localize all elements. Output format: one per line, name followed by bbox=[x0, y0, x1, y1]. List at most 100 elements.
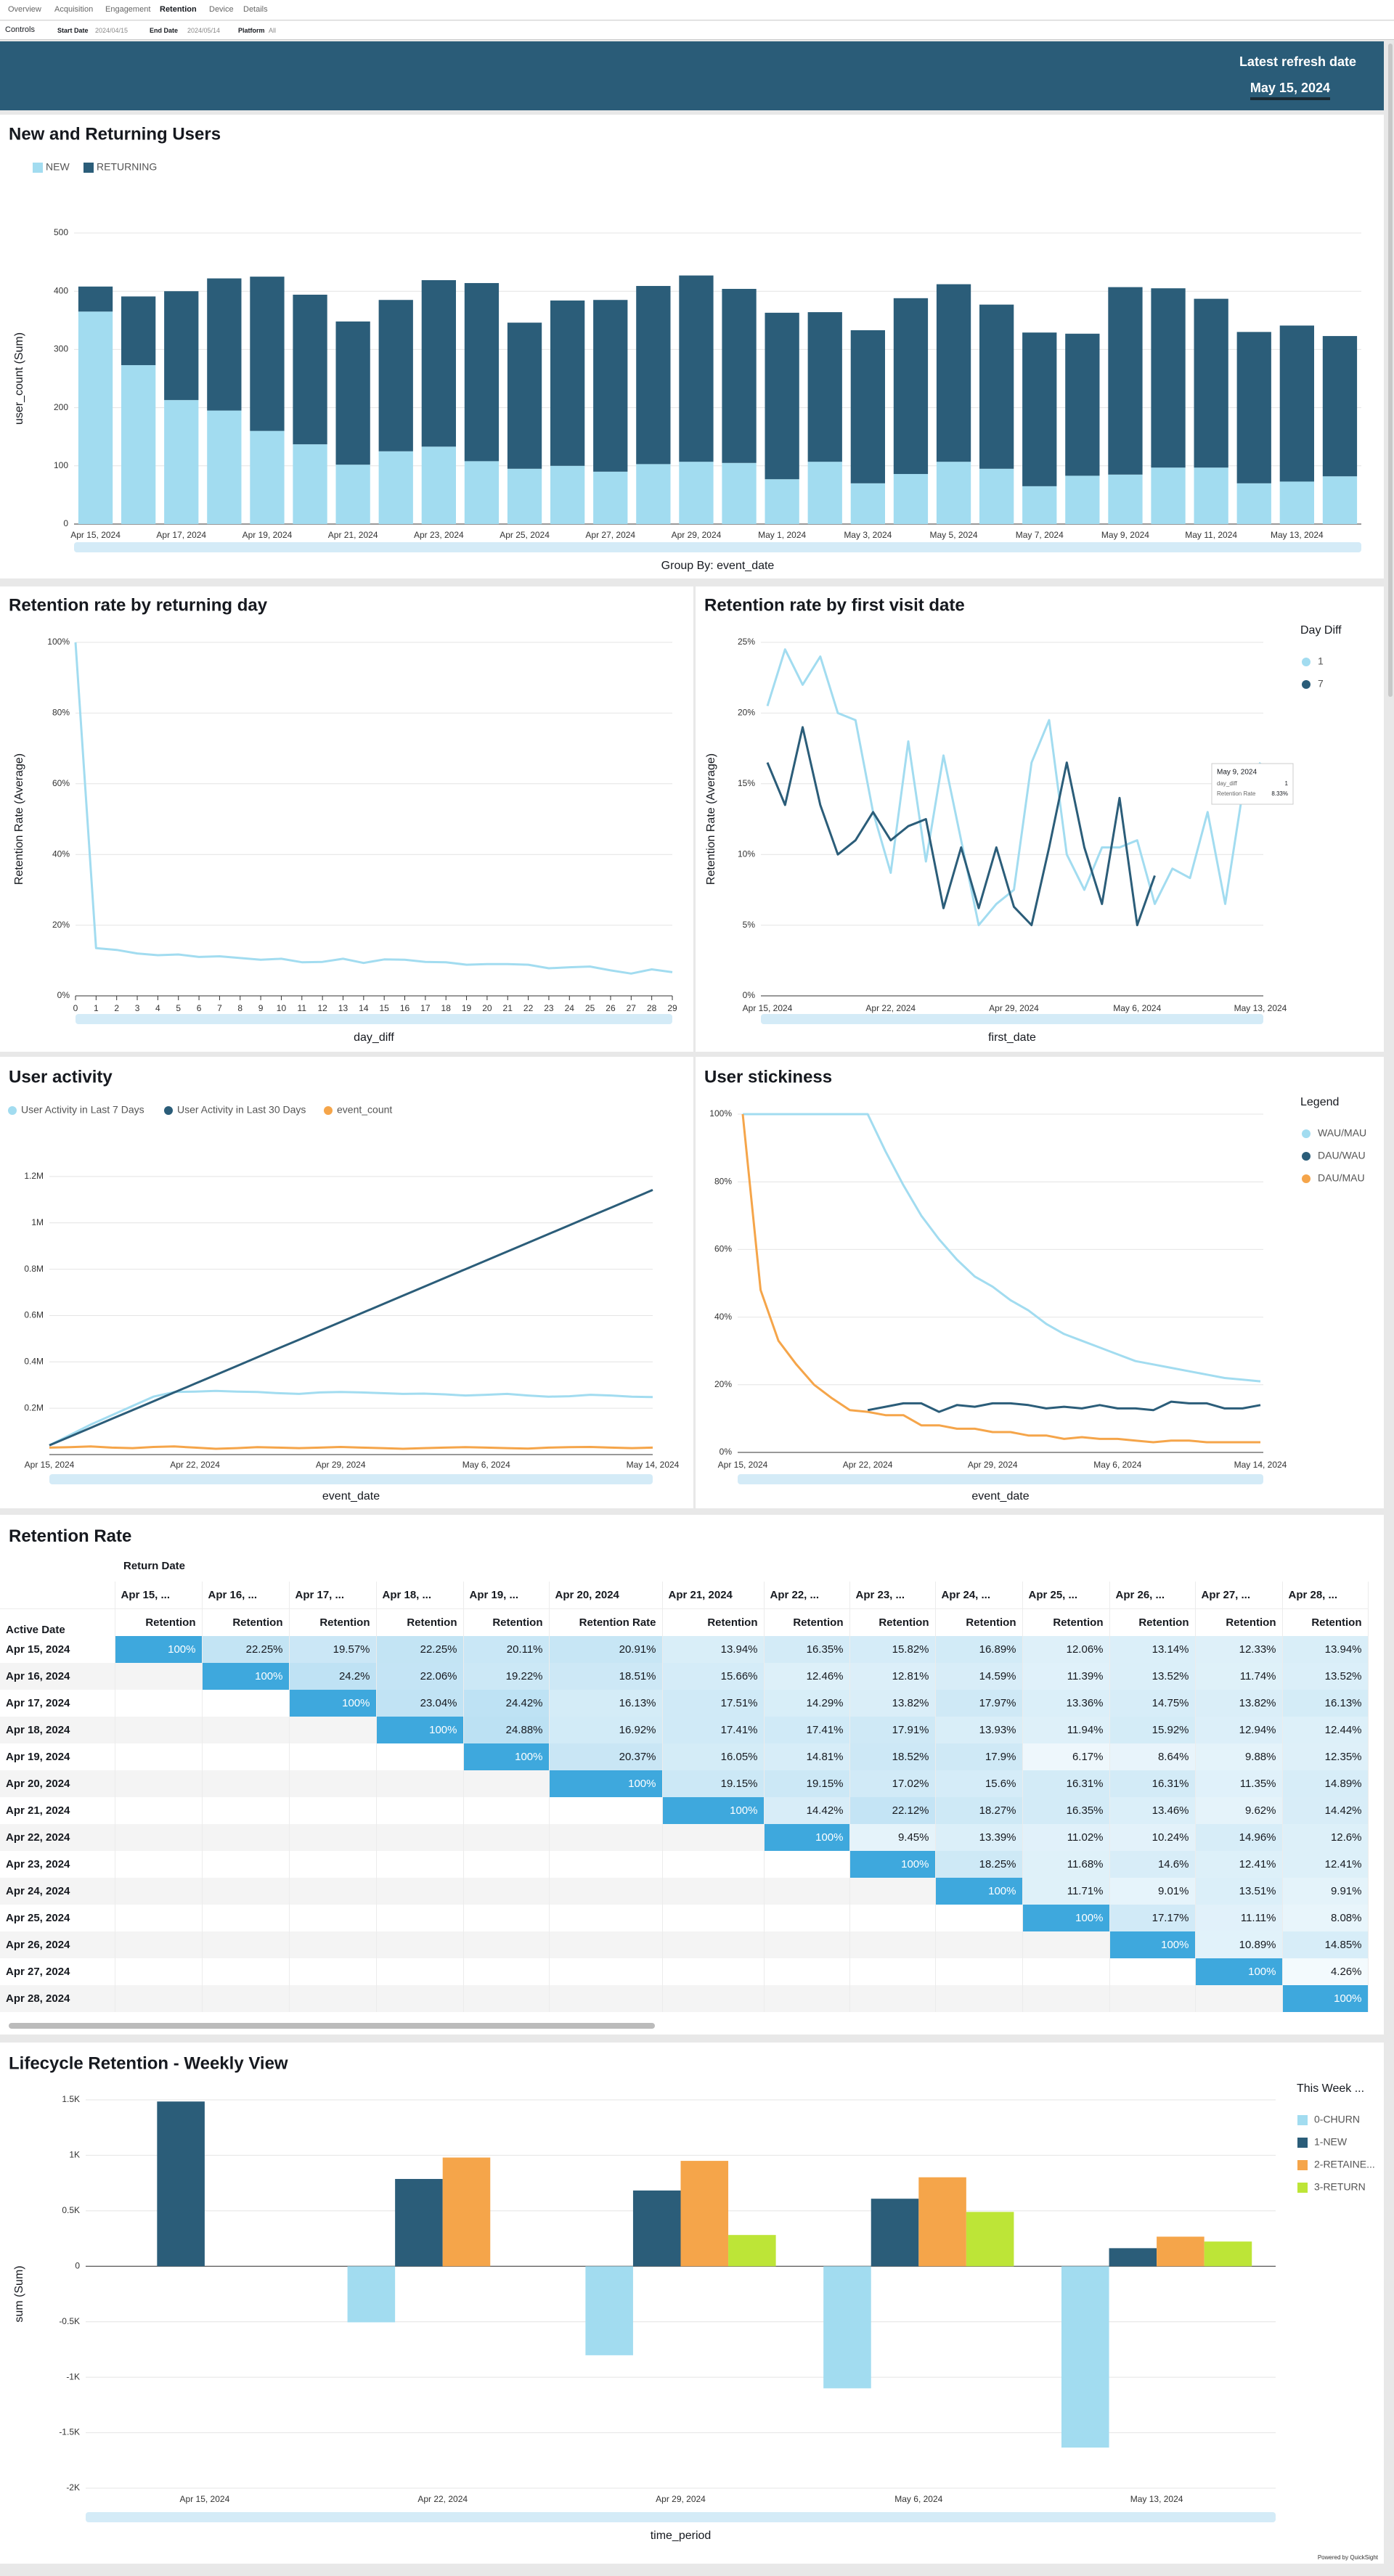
bar-segment bbox=[464, 282, 500, 462]
empty-cell bbox=[289, 1958, 377, 1985]
cell: 18.52% bbox=[849, 1743, 936, 1770]
empty-cell bbox=[289, 1931, 377, 1958]
bar-segment bbox=[1279, 481, 1314, 524]
tooltip-label: Retention Rate bbox=[1217, 790, 1256, 797]
x-tick-label: 28 bbox=[647, 1003, 657, 1013]
filter-label[interactable]: Start Date bbox=[57, 27, 89, 34]
table-row: Apr 16, 2024 100% 24.2% 22.06% 19.22% 18.51% 1… bbox=[0, 1663, 1369, 1690]
cell: 13.46% bbox=[1109, 1797, 1196, 1824]
cell: 13.39% bbox=[935, 1824, 1023, 1851]
bar-segment bbox=[293, 295, 327, 445]
y-tick-label: 0.5K bbox=[62, 2205, 80, 2215]
row-header: Apr 27, 2024 bbox=[0, 1958, 115, 1985]
line bbox=[74, 642, 673, 975]
table-row: Apr 20, 2024 100% 19.15% 19.15% 17.02% 15.6% 1… bbox=[0, 1770, 1369, 1797]
empty-cell bbox=[376, 1770, 464, 1797]
column-header: Apr 21, 2024 bbox=[662, 1582, 765, 1609]
bar-segment bbox=[850, 483, 885, 524]
cell: 11.94% bbox=[1022, 1717, 1110, 1743]
tab[interactable]: Overview bbox=[8, 5, 41, 14]
header-band: Latest refresh date May 15, 2024 bbox=[0, 41, 1384, 110]
x-axis-label: event_date bbox=[971, 1490, 1029, 1502]
bar-segment bbox=[1194, 298, 1228, 468]
tab[interactable]: Retention bbox=[160, 5, 197, 14]
legend-marker bbox=[1302, 1174, 1311, 1183]
tab[interactable]: Engagement bbox=[105, 5, 151, 14]
column-header: Apr 20, 2024 bbox=[549, 1582, 663, 1609]
line bbox=[49, 1445, 653, 1450]
measure-header: Retention bbox=[849, 1608, 936, 1636]
x-axis-label: first_date bbox=[988, 1031, 1036, 1044]
empty-cell bbox=[376, 1824, 464, 1851]
cell: 10.89% bbox=[1195, 1931, 1283, 1958]
x-tick-label: May 14, 2024 bbox=[627, 1460, 680, 1470]
cell: 13.52% bbox=[1109, 1663, 1196, 1690]
corner bbox=[0, 1582, 115, 1609]
empty-cell bbox=[202, 1905, 290, 1931]
filter-value[interactable]: 2024/04/15 bbox=[95, 27, 129, 34]
x-tick-label: May 5, 2024 bbox=[930, 530, 978, 540]
table-row: Apr 18, 2024 100% 24.88% 16.92% 17.41% 17.41%… bbox=[0, 1717, 1369, 1743]
measure-header: Retention Rate bbox=[549, 1608, 663, 1636]
tab[interactable]: Details bbox=[243, 5, 268, 14]
cell: 12.44% bbox=[1282, 1717, 1369, 1743]
scrollbar bbox=[86, 2512, 1276, 2522]
row-header: Apr 17, 2024 bbox=[0, 1690, 115, 1717]
cell: 20.37% bbox=[549, 1743, 663, 1770]
bar-segment bbox=[1322, 335, 1358, 477]
cell: 12.35% bbox=[1282, 1743, 1369, 1770]
x-tick-label: May 13, 2024 bbox=[1130, 2494, 1183, 2504]
controls-title[interactable]: Controls bbox=[5, 25, 35, 34]
empty-cell bbox=[115, 1931, 203, 1958]
x-tick-label: 14 bbox=[359, 1003, 369, 1013]
empty-cell bbox=[463, 1824, 550, 1851]
empty-cell bbox=[1022, 1931, 1110, 1958]
filter-label[interactable]: Platform bbox=[238, 27, 265, 34]
x-tick-label: 12 bbox=[317, 1003, 327, 1013]
bar-segment bbox=[850, 330, 885, 483]
x-tick-label: May 6, 2024 bbox=[894, 2494, 942, 2504]
row-header-title: Active Date bbox=[0, 1608, 115, 1636]
bar bbox=[632, 2190, 681, 2267]
filter-value[interactable]: All bbox=[269, 27, 277, 34]
x-tick-label: 27 bbox=[627, 1003, 637, 1013]
cell: 17.97% bbox=[935, 1690, 1023, 1717]
cell: 14.96% bbox=[1195, 1824, 1283, 1851]
bar bbox=[728, 2235, 776, 2267]
y-tick-label: 0% bbox=[57, 990, 70, 1000]
x-tick-label: Apr 17, 2024 bbox=[156, 530, 206, 540]
bar-segment bbox=[893, 474, 929, 524]
legend-marker bbox=[1302, 1129, 1311, 1138]
tab[interactable]: Acquisition bbox=[54, 5, 94, 14]
legend-marker bbox=[1302, 1152, 1311, 1161]
x-axis-label: event_date bbox=[322, 1490, 380, 1502]
empty-cell bbox=[376, 1878, 464, 1905]
cell: 14.85% bbox=[1282, 1931, 1369, 1958]
row-header: Apr 22, 2024 bbox=[0, 1824, 115, 1851]
cell: 24.88% bbox=[463, 1717, 550, 1743]
chart-title: User activity bbox=[9, 1067, 113, 1087]
empty-cell bbox=[115, 1958, 203, 1985]
y-tick-label: 100% bbox=[47, 637, 70, 647]
empty-cell bbox=[1195, 1985, 1283, 2012]
cell: 12.46% bbox=[764, 1663, 850, 1690]
legend-title: Day Diff bbox=[1300, 624, 1342, 637]
bar bbox=[585, 2266, 633, 2355]
cell: 11.71% bbox=[1022, 1878, 1110, 1905]
bar-segment bbox=[936, 284, 971, 462]
x-tick-label: May 13, 2024 bbox=[1234, 1003, 1287, 1013]
column-header: Apr 27, ... bbox=[1195, 1582, 1283, 1609]
bar bbox=[395, 2178, 443, 2267]
bar-segment bbox=[807, 312, 842, 462]
row-header: Apr 21, 2024 bbox=[0, 1797, 115, 1824]
cell: 100% bbox=[935, 1878, 1023, 1905]
y-tick-label: -1.5K bbox=[59, 2427, 80, 2437]
filter-label[interactable]: End Date bbox=[150, 27, 179, 34]
empty-cell bbox=[463, 1958, 550, 1985]
filter-value[interactable]: 2024/05/14 bbox=[187, 27, 221, 34]
tab[interactable]: Device bbox=[209, 5, 234, 14]
empty-cell bbox=[463, 1770, 550, 1797]
cell: 24.42% bbox=[463, 1690, 550, 1717]
empty-cell bbox=[1109, 1985, 1196, 2012]
legend-label: DAU/MAU bbox=[1318, 1172, 1365, 1184]
